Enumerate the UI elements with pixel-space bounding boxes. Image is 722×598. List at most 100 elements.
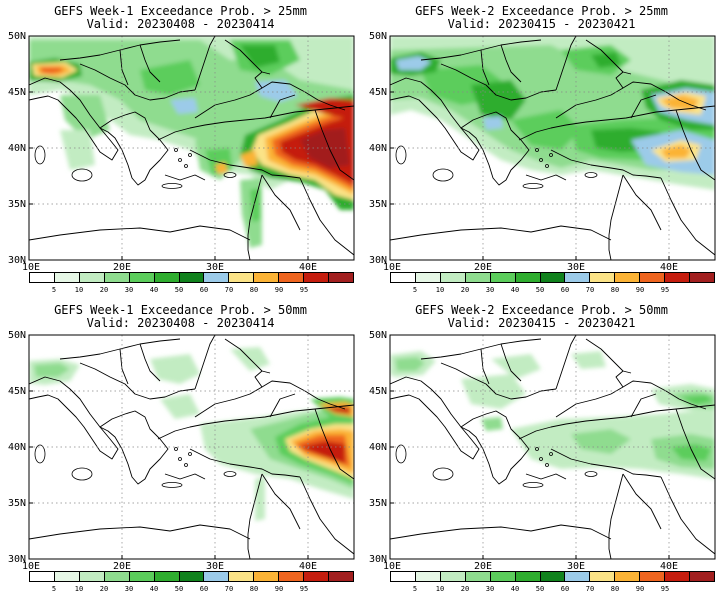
- legend-tick-label: 40: [149, 286, 159, 294]
- legend-swatch: [129, 572, 155, 581]
- color-legend: [29, 272, 354, 283]
- legend-tick-label: 80: [249, 585, 259, 593]
- lon-label: 30E: [566, 561, 586, 572]
- legend-tick-label: 5: [51, 286, 57, 294]
- legend-swatch: [565, 273, 591, 282]
- legend-tick-label: 60: [199, 585, 209, 593]
- legend-tick-label: 30: [485, 585, 495, 593]
- legend-tick-label: 95: [660, 585, 670, 593]
- legend-tick-label: 70: [585, 286, 595, 294]
- legend-tick-label: 95: [660, 286, 670, 294]
- panel-valid-dates: Valid: 20230408 - 20230414: [86, 17, 275, 31]
- panel-valid-dates: Valid: 20230415 - 20230421: [447, 17, 636, 31]
- legend-tick-label: 95: [299, 286, 309, 294]
- legend-tick-label: 80: [610, 286, 620, 294]
- legend-swatch: [104, 273, 130, 282]
- legend-swatch: [465, 273, 491, 282]
- legend-swatch: [229, 572, 255, 581]
- lat-label: 50N: [368, 330, 387, 341]
- legend-tick-label: 90: [274, 286, 284, 294]
- legend-swatch: [30, 572, 55, 581]
- legend-swatch: [179, 572, 205, 581]
- legend-swatch: [391, 572, 416, 581]
- probability-map: [389, 35, 716, 261]
- lat-label: 45N: [368, 386, 387, 397]
- legend-swatch: [590, 273, 616, 282]
- legend-tick-label: 50: [535, 286, 545, 294]
- lat-label: 40N: [368, 143, 387, 154]
- legend-swatch: [54, 273, 80, 282]
- legend-tick-label: 95: [299, 585, 309, 593]
- panel-title: GEFS Week-2 Exceedance Prob. > 25mm: [415, 4, 668, 18]
- legend-tick-label: 60: [199, 286, 209, 294]
- lat-label: 30N: [368, 554, 387, 565]
- legend-tick-label: 70: [224, 286, 234, 294]
- legend-tick-label: 10: [435, 286, 445, 294]
- probability-map: [28, 334, 355, 560]
- legend-swatch: [640, 273, 666, 282]
- lon-label: 30E: [205, 262, 225, 273]
- legend-tick-label: 90: [635, 286, 645, 294]
- lat-label: 30N: [7, 554, 26, 565]
- legend-tick-label: 50: [174, 286, 184, 294]
- legend-swatch: [690, 572, 714, 581]
- legend-swatch: [179, 273, 205, 282]
- legend-tick-label: 20: [99, 286, 109, 294]
- legend-tick-label: 80: [610, 585, 620, 593]
- legend-swatch: [204, 572, 230, 581]
- legend-swatch: [615, 572, 641, 581]
- legend-swatch: [229, 273, 255, 282]
- panel-title: GEFS Week-1 Exceedance Prob. > 50mm: [54, 303, 307, 317]
- lat-label: 35N: [368, 498, 387, 509]
- panel-title: GEFS Week-2 Exceedance Prob. > 50mm: [415, 303, 668, 317]
- lat-label: 35N: [7, 199, 26, 210]
- legend-swatch: [490, 273, 516, 282]
- legend-tick-label: 10: [74, 286, 84, 294]
- legend-tick-label: 90: [274, 585, 284, 593]
- legend-tick-label: 5: [51, 585, 57, 593]
- legend-swatch: [154, 572, 180, 581]
- legend-swatch: [465, 572, 491, 581]
- legend-swatch: [154, 273, 180, 282]
- legend-swatch: [279, 273, 305, 282]
- legend-swatch: [54, 572, 80, 581]
- lon-label: 40E: [659, 561, 679, 572]
- panel-week2-50mm: GEFS Week-2 Exceedance Prob. > 50mm Vali…: [361, 299, 722, 598]
- legend-tick-label: 90: [635, 585, 645, 593]
- legend-swatch: [129, 273, 155, 282]
- legend-swatch: [540, 572, 566, 581]
- legend-tick-label: 50: [174, 585, 184, 593]
- legend-swatch: [540, 273, 566, 282]
- legend-swatch: [329, 572, 353, 581]
- color-legend: [390, 571, 715, 582]
- legend-swatch: [415, 572, 441, 581]
- lat-label: 35N: [7, 498, 26, 509]
- lat-label: 40N: [7, 442, 26, 453]
- lat-label: 30N: [7, 255, 26, 266]
- legend-swatch: [304, 273, 330, 282]
- legend-swatch: [391, 273, 416, 282]
- legend-tick-label: 40: [510, 585, 520, 593]
- legend-swatch: [279, 572, 305, 581]
- legend-swatch: [665, 273, 691, 282]
- panel-week1-25mm: GEFS Week-1 Exceedance Prob. > 25mm Vali…: [0, 0, 361, 299]
- lat-label: 45N: [368, 87, 387, 98]
- legend-tick-label: 10: [435, 585, 445, 593]
- legend-tick-label: 20: [99, 585, 109, 593]
- legend-tick-label: 50: [535, 585, 545, 593]
- lon-label: 20E: [112, 262, 132, 273]
- legend-tick-label: 5: [412, 585, 418, 593]
- panel-valid-dates: Valid: 20230408 - 20230414: [86, 316, 275, 330]
- probability-map: [389, 334, 716, 560]
- lon-label: 20E: [112, 561, 132, 572]
- lat-label: 30N: [368, 255, 387, 266]
- panel-title: GEFS Week-1 Exceedance Prob. > 25mm: [54, 4, 307, 18]
- panel-week2-25mm: GEFS Week-2 Exceedance Prob. > 25mm Vali…: [361, 0, 722, 299]
- lon-label: 30E: [205, 561, 225, 572]
- legend-tick-label: 40: [149, 585, 159, 593]
- legend-swatch: [254, 273, 280, 282]
- lon-label: 10E: [21, 561, 41, 572]
- probability-map: [28, 35, 355, 261]
- legend-tick-label: 70: [224, 585, 234, 593]
- lon-label: 40E: [659, 262, 679, 273]
